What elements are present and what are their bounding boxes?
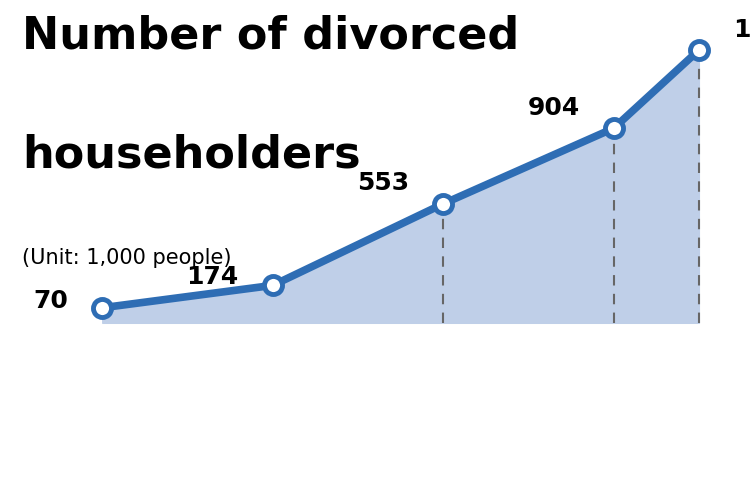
Text: 174: 174 bbox=[187, 265, 238, 289]
Text: 1,267: 1,267 bbox=[733, 17, 750, 42]
Text: 904: 904 bbox=[527, 96, 580, 120]
Text: Number of divorced: Number of divorced bbox=[22, 15, 520, 58]
Text: (Unit: 1,000 people): (Unit: 1,000 people) bbox=[22, 248, 232, 267]
Text: 553: 553 bbox=[357, 171, 409, 195]
Text: householders: householders bbox=[22, 134, 361, 177]
Text: 70: 70 bbox=[33, 289, 68, 313]
